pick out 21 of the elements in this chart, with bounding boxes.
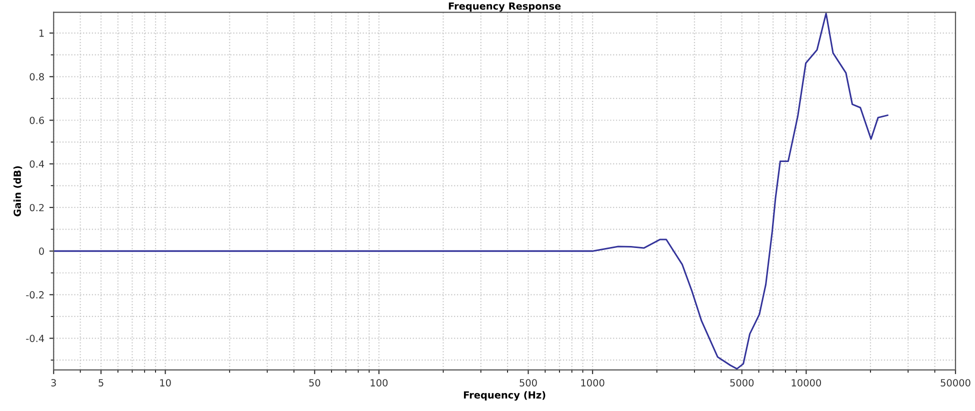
y-tick-label: 0.2: [30, 204, 44, 212]
x-tick-label: 10000: [792, 379, 822, 386]
y-tick-label: 0: [39, 248, 44, 255]
y-tick-label: 0.4: [30, 160, 44, 168]
x-tick-label: 50000: [940, 379, 970, 386]
y-tick-label: 0.8: [30, 73, 44, 80]
x-axis-title: Frequency (Hz): [464, 391, 546, 401]
y-tick-label: -0.4: [26, 334, 44, 342]
chart-title: Frequency Response: [448, 2, 561, 12]
x-tick-label: 5: [98, 379, 104, 386]
x-tick-label: 10: [160, 379, 171, 386]
x-tick-label: 500: [520, 379, 537, 386]
x-tick-label: 3: [51, 379, 56, 386]
x-tick-label: 1000: [581, 379, 604, 386]
y-axis-title: Gain (dB): [13, 166, 22, 216]
x-tick-label: 100: [370, 379, 388, 386]
y-tick-label: -0.2: [26, 291, 44, 299]
x-tick-label: 5000: [730, 379, 754, 386]
y-tick-label: 1: [39, 30, 44, 37]
x-tick-label: 50: [309, 379, 320, 386]
y-tick-label: 0.6: [30, 116, 44, 124]
